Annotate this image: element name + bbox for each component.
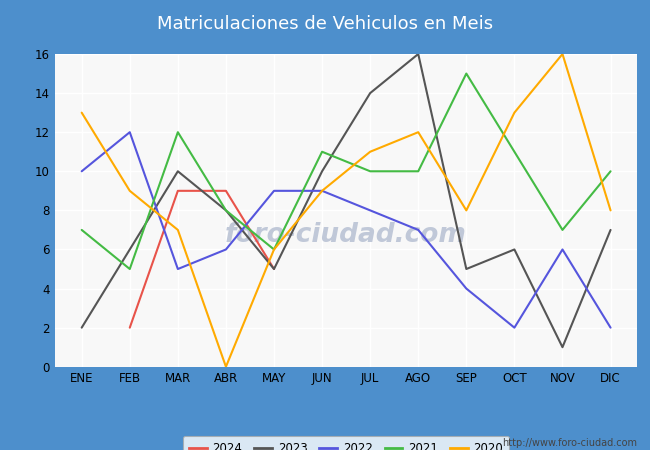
Legend: 2024, 2023, 2022, 2021, 2020: 2024, 2023, 2022, 2021, 2020 <box>183 436 509 450</box>
Text: foro-ciudad.com: foro-ciudad.com <box>225 222 467 248</box>
Text: http://www.foro-ciudad.com: http://www.foro-ciudad.com <box>502 438 637 448</box>
Text: Matriculaciones de Vehiculos en Meis: Matriculaciones de Vehiculos en Meis <box>157 14 493 33</box>
